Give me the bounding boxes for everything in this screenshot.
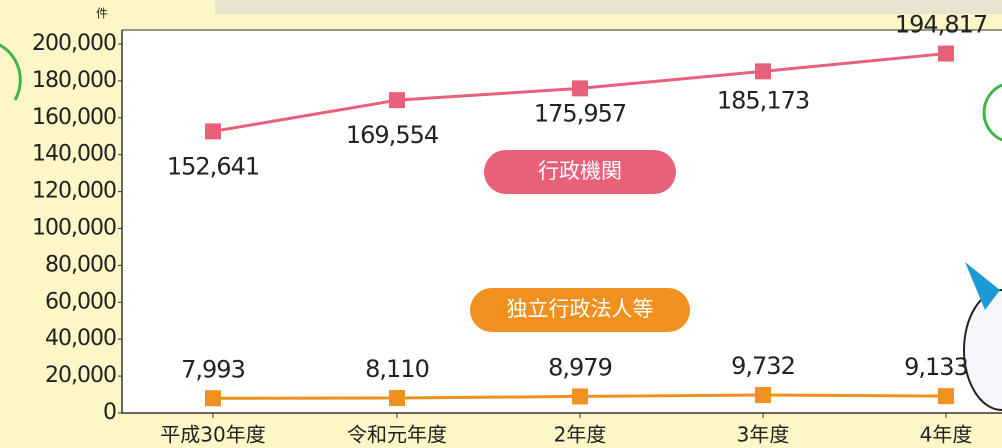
y-tick-label: 180,000 [32, 68, 116, 93]
legend-pill [470, 288, 690, 332]
point [389, 390, 405, 407]
point [389, 92, 405, 109]
mascot [963, 289, 1002, 411]
legend-label: 独立行政法人等 [507, 297, 654, 321]
x-tick-label: 2年度 [554, 423, 607, 447]
plot-area [122, 30, 1002, 413]
x-tick-label: 平成30年度 [160, 423, 265, 447]
y-tick-label: 40,000 [45, 326, 116, 351]
y-tick-label: 100,000 [32, 216, 116, 241]
point [938, 388, 954, 405]
x-tick-label: 3年度 [737, 423, 790, 447]
data-label: 152,641 [167, 152, 259, 180]
legend-pill [484, 150, 676, 194]
point [572, 80, 588, 97]
unit-label: 件 [96, 7, 108, 21]
decoration [982, 83, 1002, 142]
data-label: 9,732 [731, 352, 795, 380]
y-tick-label: 20,000 [45, 363, 116, 388]
y-tick-label: 120,000 [32, 179, 116, 204]
x-tick-label: 令和元年度 [347, 423, 447, 447]
data-label: 8,979 [548, 353, 612, 381]
top-band [215, 0, 1002, 14]
point [205, 390, 221, 407]
point [755, 387, 771, 404]
point [572, 388, 588, 405]
data-label: 194,817 [895, 11, 987, 39]
point [938, 45, 954, 62]
data-label: 7,993 [181, 355, 245, 383]
decoration [0, 43, 22, 101]
data-label: 185,173 [717, 86, 809, 114]
y-tick-label: 140,000 [32, 142, 116, 167]
point [755, 63, 771, 80]
y-tick-label: 200,000 [32, 31, 116, 56]
y-tick-label: 160,000 [32, 105, 116, 130]
x-tick-label: 4年度 [920, 423, 973, 447]
mascot [965, 262, 1000, 310]
data-label: 169,554 [346, 121, 438, 149]
point [205, 123, 221, 140]
legend-label: 行政機関 [538, 159, 622, 183]
data-label: 9,133 [904, 353, 968, 381]
y-tick-label: 0 [103, 400, 116, 425]
y-tick-label: 80,000 [45, 252, 116, 277]
y-tick-label: 60,000 [45, 289, 116, 314]
data-label: 175,957 [534, 99, 626, 127]
data-label: 8,110 [365, 355, 429, 383]
